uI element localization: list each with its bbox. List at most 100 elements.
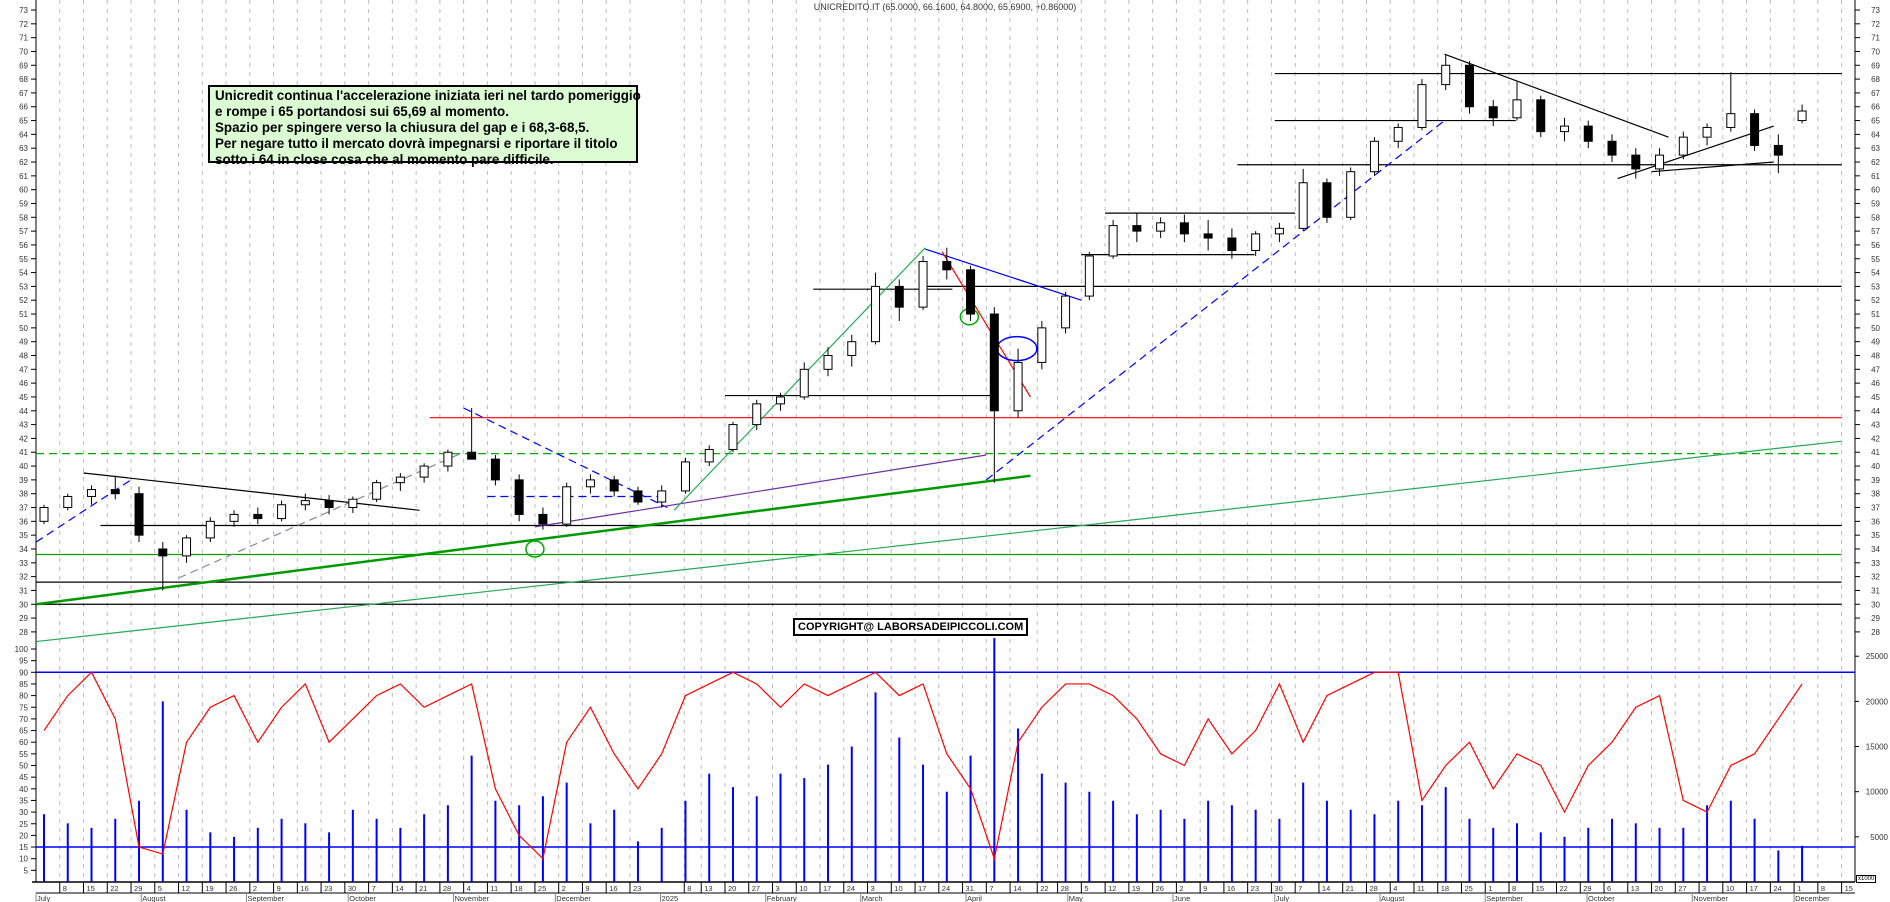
- price-tick-label: 58: [1871, 213, 1880, 222]
- note-line: Spazio per spingere verso la chiusura de…: [215, 120, 590, 135]
- candle-body: [918, 261, 928, 308]
- day-tick-label: 11: [1417, 884, 1425, 893]
- price-tick-label: 36: [1871, 517, 1880, 526]
- oscillator-tick-label: 75: [19, 703, 28, 712]
- day-tick-label: 10: [1726, 884, 1734, 893]
- day-tick-label: 19: [205, 884, 213, 893]
- candle-body: [1203, 233, 1213, 239]
- day-tick-label: 4: [1393, 884, 1397, 893]
- day-tick-label: 8: [63, 884, 67, 893]
- price-tick-label: 46: [1871, 379, 1880, 388]
- price-tick-label: 53: [1871, 282, 1880, 291]
- month-label: November: [454, 894, 489, 902]
- price-tick-label: 38: [1871, 490, 1880, 499]
- price-tick-label: 59: [1871, 199, 1880, 208]
- candle-body: [1132, 225, 1142, 232]
- day-tick-label: 22: [110, 884, 118, 893]
- candle-body: [823, 355, 833, 370]
- price-tick-label: 36: [19, 517, 28, 526]
- day-tick-label: 24: [1773, 884, 1781, 893]
- price-tick-label: 31: [1871, 586, 1880, 595]
- candle-body: [182, 537, 192, 557]
- candle-body: [1583, 125, 1593, 142]
- month-label: July: [1276, 894, 1290, 902]
- day-tick-label: 3: [1702, 884, 1706, 893]
- day-tick-label: 21: [419, 884, 427, 893]
- candle-body: [63, 495, 73, 509]
- day-tick-label: 17: [823, 884, 831, 893]
- candle-body: [894, 285, 904, 308]
- oscillator-line: [43, 671, 1803, 861]
- price-tick-label: 48: [19, 352, 28, 361]
- month-label: 2025: [661, 894, 678, 902]
- candle-body: [871, 285, 881, 343]
- trend-line: [1651, 161, 1774, 173]
- candle-body: [562, 486, 572, 525]
- candle-body: [1678, 136, 1688, 156]
- day-tick-label: 25: [538, 884, 546, 893]
- day-tick-label: 25: [1464, 884, 1472, 893]
- month-label: June: [1174, 894, 1190, 902]
- price-tick-label: 54: [19, 269, 28, 278]
- highlight-ellipse: [996, 335, 1038, 362]
- day-tick-label: 27: [1678, 884, 1686, 893]
- candle-body: [799, 368, 809, 398]
- price-tick-label: 55: [1871, 255, 1880, 264]
- candle-body: [609, 479, 619, 492]
- candle-body: [1084, 255, 1094, 297]
- price-tick-label: 49: [19, 338, 28, 347]
- highlight-ellipse: [525, 540, 545, 558]
- price-tick-label: 67: [19, 89, 28, 98]
- candle-body: [277, 504, 287, 520]
- day-tick-label: 23: [633, 884, 641, 893]
- price-tick-label: 64: [19, 130, 28, 139]
- oscillator-tick-label: 15: [19, 843, 28, 852]
- oscillator-tick-label: 25: [19, 820, 28, 829]
- price-tick-label: 56: [19, 241, 28, 250]
- day-tick-label: 11: [490, 884, 498, 893]
- candle-body: [39, 507, 49, 522]
- price-tick-label: 37: [19, 504, 28, 513]
- price-tick-label: 35: [19, 531, 28, 540]
- note-line: Per negare tutto il mercato dovrà impegn…: [215, 136, 618, 151]
- day-tick-label: 5: [158, 884, 162, 893]
- day-tick-label: 6: [1607, 884, 1611, 893]
- candle-body: [300, 500, 310, 506]
- day-tick-label: 14: [1013, 884, 1021, 893]
- day-tick-label: 2: [1179, 884, 1183, 893]
- candle-body: [419, 465, 429, 478]
- day-tick-label: 23: [1251, 884, 1259, 893]
- oscillator-tick-label: 80: [19, 692, 28, 701]
- candle-body: [1227, 237, 1237, 251]
- candle-body: [467, 451, 477, 460]
- oscillator-tick-label: 85: [19, 680, 28, 689]
- day-tick-label: 10: [894, 884, 902, 893]
- price-tick-label: 49: [1871, 338, 1880, 347]
- day-tick-label: 28: [443, 884, 451, 893]
- volume-tick-label: 15000: [1866, 743, 1889, 752]
- trend-line: [35, 440, 1842, 643]
- trend-line: [534, 454, 987, 528]
- day-tick-label: 24: [847, 884, 855, 893]
- price-tick-label: 60: [19, 186, 28, 195]
- day-tick-label: 12: [182, 884, 190, 893]
- price-tick-label: 65: [1871, 117, 1880, 126]
- price-tick-label: 70: [1871, 47, 1880, 56]
- price-tick-label: 40: [19, 462, 28, 471]
- day-tick-label: 28: [1061, 884, 1069, 893]
- candle-body: [395, 476, 405, 484]
- day-tick-label: 31: [966, 884, 974, 893]
- day-tick-label: 2: [253, 884, 257, 893]
- price-tick-label: 47: [1871, 365, 1880, 374]
- volume-tick-label: 10000: [1866, 788, 1889, 797]
- candle-body: [110, 489, 120, 495]
- day-tick-label: 17: [918, 884, 926, 893]
- price-tick-label: 34: [19, 545, 28, 554]
- price-tick-label: 44: [1871, 407, 1880, 416]
- month-label: September: [1486, 894, 1523, 902]
- chart-title: UNICREDITO.IT (65.0000, 66.1600, 64.8000…: [813, 2, 1077, 12]
- candle-body: [490, 458, 500, 481]
- month-label: December: [556, 894, 591, 902]
- price-tick-label: 46: [19, 379, 28, 388]
- price-tick-label: 42: [19, 434, 28, 443]
